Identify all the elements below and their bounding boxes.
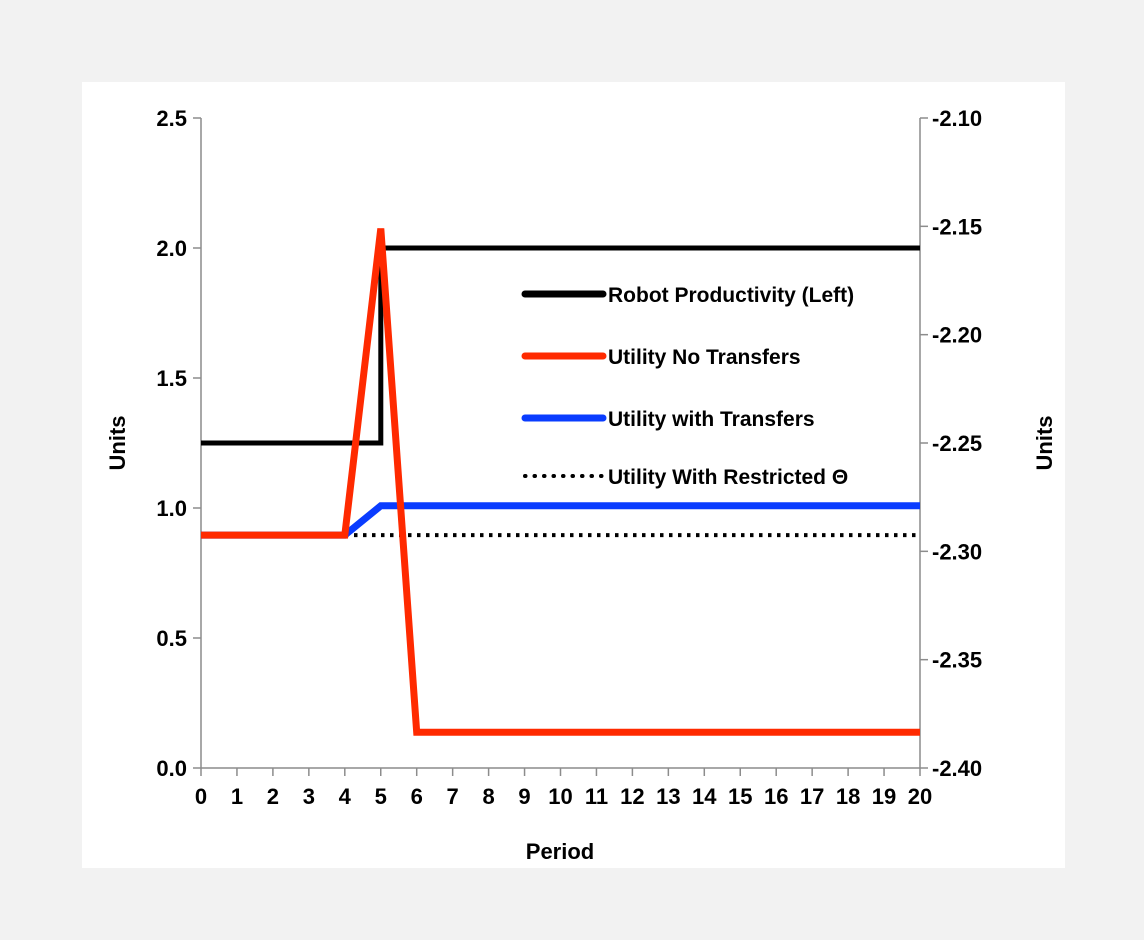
y-axis-right-title: Units bbox=[1032, 416, 1057, 471]
x-tick-label: 11 bbox=[585, 784, 608, 809]
y-right-tick-label: -2.15 bbox=[932, 214, 982, 239]
y-right-tick-label: -2.40 bbox=[932, 756, 982, 781]
x-tick-label: 2 bbox=[267, 784, 279, 809]
legend: Robot Productivity (Left) Utility No Tran… bbox=[521, 284, 854, 489]
y-left-tick-label: 1.5 bbox=[156, 366, 187, 391]
x-tick-label: 13 bbox=[656, 784, 680, 809]
x-tick-label: 20 bbox=[908, 784, 932, 809]
y-right-tick-label: -2.30 bbox=[932, 539, 982, 564]
x-tick-label: 10 bbox=[548, 784, 572, 809]
x-tick-label: 14 bbox=[692, 784, 717, 809]
x-tick-label: 8 bbox=[482, 784, 494, 809]
y-left-tick-label: 0.5 bbox=[156, 626, 187, 651]
series-line-utility-with-transfers bbox=[201, 502, 920, 539]
chart-svg: 0.0 0.5 1.0 1.5 2.0 2.5 -2.40 -2.35 -2.30 -2.25 -2… bbox=[105, 106, 1057, 864]
x-tick-label: 18 bbox=[836, 784, 860, 809]
x-tick-label: 9 bbox=[518, 784, 530, 809]
y-right-tick-label: -2.10 bbox=[932, 106, 982, 131]
x-axis-title: Period bbox=[526, 839, 594, 864]
y-left-tick-label: 2.5 bbox=[156, 106, 187, 131]
plot-area bbox=[201, 228, 920, 736]
chart-panel: 0.0 0.5 1.0 1.5 2.0 2.5 -2.40 -2.35 -2.30 -2.25 -2… bbox=[82, 82, 1065, 868]
series-line-utility-no-transfers bbox=[201, 228, 920, 736]
y-axis-left-title: Units bbox=[105, 416, 130, 471]
legend-label: Utility No Transfers bbox=[608, 346, 801, 369]
legend-label: Utility With Restricted Θ bbox=[608, 466, 848, 489]
axes: 0.0 0.5 1.0 1.5 2.0 2.5 -2.40 -2.35 -2.30 -2.25 -2… bbox=[156, 106, 982, 809]
y-right-tick-label: -2.35 bbox=[932, 648, 982, 673]
y-left-tick-label: 1.0 bbox=[156, 496, 187, 521]
x-tick-label: 1 bbox=[231, 784, 243, 809]
x-tick-label: 6 bbox=[411, 784, 423, 809]
y-left-tick-label: 0.0 bbox=[156, 756, 187, 781]
legend-label: Utility with Transfers bbox=[608, 408, 815, 431]
x-tick-label: 19 bbox=[872, 784, 896, 809]
x-tick-label: 0 bbox=[195, 784, 207, 809]
x-tick-label: 7 bbox=[447, 784, 459, 809]
x-tick-label: 3 bbox=[303, 784, 315, 809]
x-tick-label: 4 bbox=[339, 784, 352, 809]
y-right-tick-label: -2.20 bbox=[932, 323, 982, 348]
x-tick-label: 5 bbox=[375, 784, 387, 809]
x-tick-label: 15 bbox=[728, 784, 752, 809]
series-line-robot-productivity-left bbox=[201, 245, 920, 446]
legend-label: Robot Productivity (Left) bbox=[608, 284, 854, 307]
x-tick-label: 12 bbox=[620, 784, 644, 809]
x-tick-label: 17 bbox=[800, 784, 824, 809]
y-left-tick-label: 2.0 bbox=[156, 236, 187, 261]
x-tick-label: 16 bbox=[764, 784, 788, 809]
y-right-tick-label: -2.25 bbox=[932, 431, 982, 456]
